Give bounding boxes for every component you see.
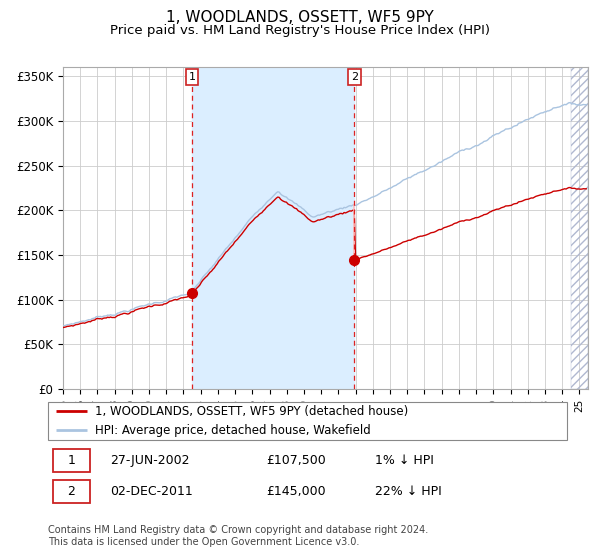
Bar bbox=[53, 449, 89, 472]
Bar bbox=[192, 67, 354, 389]
Text: HPI: Average price, detached house, Wakefield: HPI: Average price, detached house, Wake… bbox=[95, 423, 370, 437]
Bar bbox=[571, 67, 588, 389]
Text: £145,000: £145,000 bbox=[266, 485, 326, 498]
Bar bbox=[571, 67, 588, 389]
Text: Contains HM Land Registry data © Crown copyright and database right 2024.
This d: Contains HM Land Registry data © Crown c… bbox=[48, 525, 428, 547]
Text: 02-DEC-2011: 02-DEC-2011 bbox=[110, 485, 193, 498]
Text: 1, WOODLANDS, OSSETT, WF5 9PY: 1, WOODLANDS, OSSETT, WF5 9PY bbox=[166, 10, 434, 25]
Text: 1: 1 bbox=[188, 72, 196, 82]
Text: £107,500: £107,500 bbox=[266, 454, 326, 467]
Text: 22% ↓ HPI: 22% ↓ HPI bbox=[375, 485, 442, 498]
Text: 2: 2 bbox=[67, 485, 75, 498]
Bar bbox=[53, 480, 89, 503]
Text: 1: 1 bbox=[67, 454, 75, 467]
Text: 27-JUN-2002: 27-JUN-2002 bbox=[110, 454, 190, 467]
Text: Price paid vs. HM Land Registry's House Price Index (HPI): Price paid vs. HM Land Registry's House … bbox=[110, 24, 490, 36]
Text: 1, WOODLANDS, OSSETT, WF5 9PY (detached house): 1, WOODLANDS, OSSETT, WF5 9PY (detached … bbox=[95, 404, 408, 418]
Text: 2: 2 bbox=[350, 72, 358, 82]
Text: 1% ↓ HPI: 1% ↓ HPI bbox=[375, 454, 434, 467]
